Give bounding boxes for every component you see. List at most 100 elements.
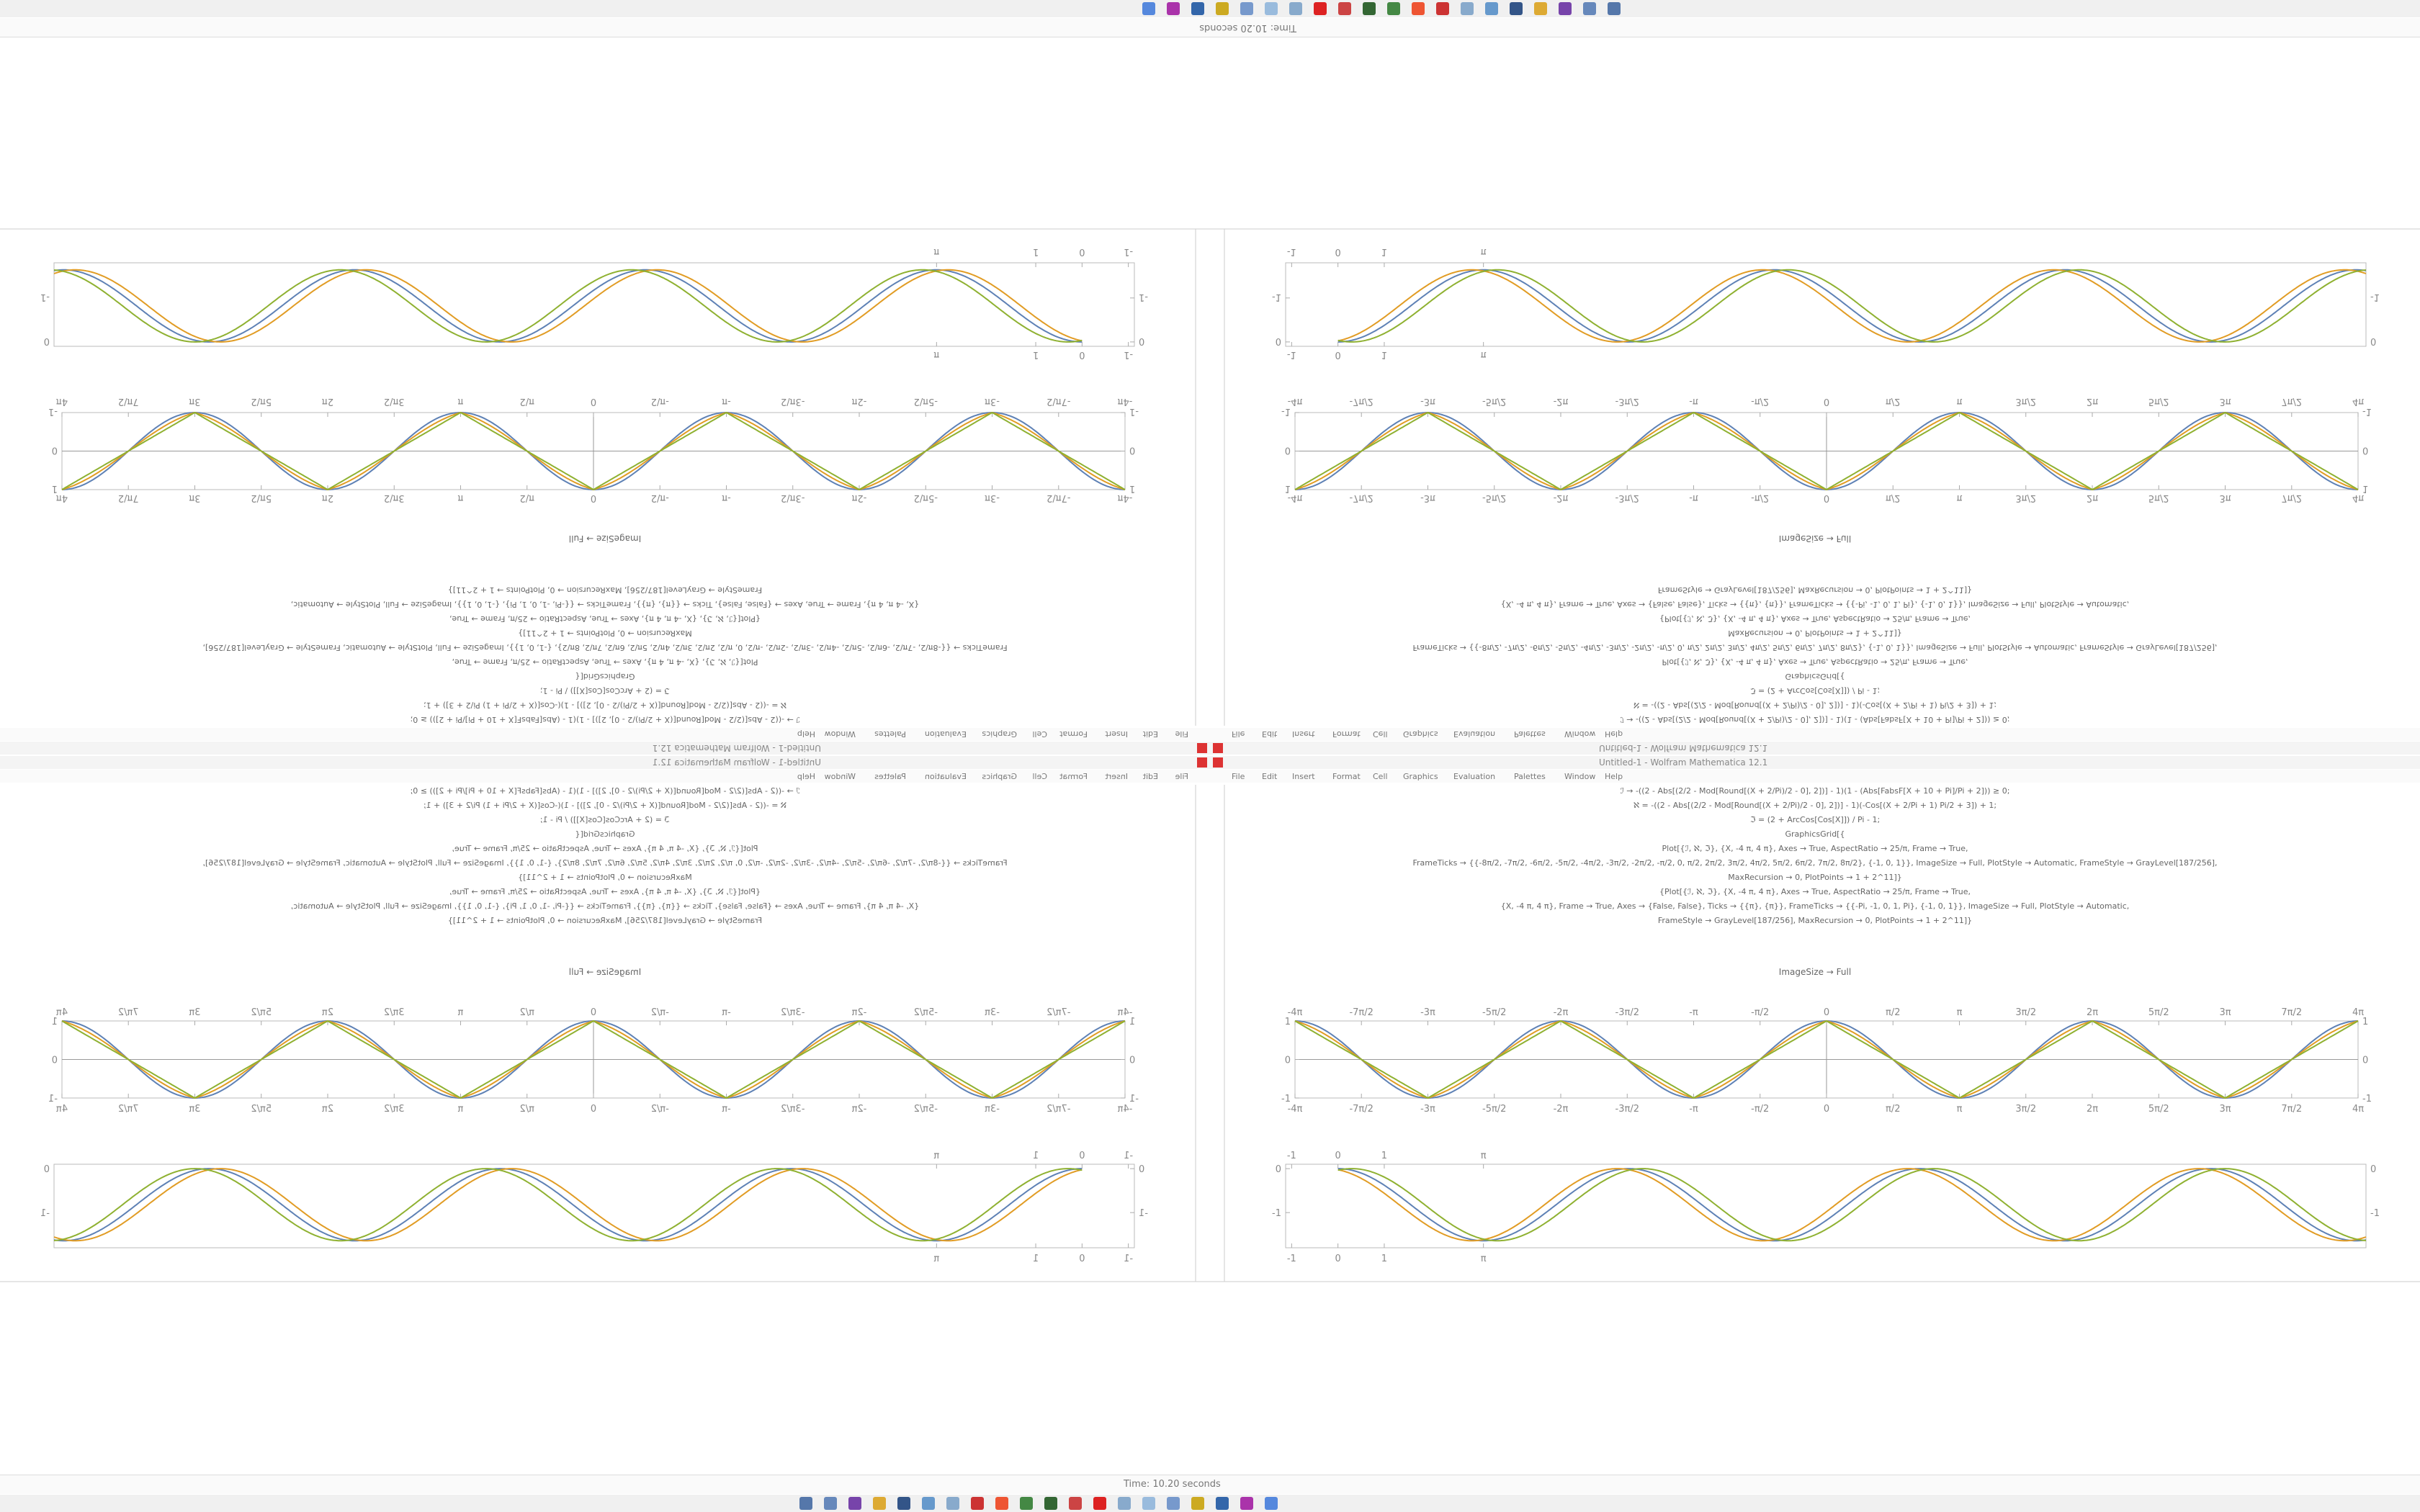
status-text: Time: 10.20 seconds (1199, 22, 1296, 33)
app-icon[interactable] (946, 1497, 959, 1510)
code-line: ℑ = (2 + ArcCos[Cos[X]]) / Pi - 1; (1750, 815, 1880, 824)
code-line: ℵ = -((2 - Abs[(2/2 - Mod[Round[(X + 2/P… (1634, 701, 1996, 710)
app-icon[interactable] (1608, 2, 1621, 15)
app-icon[interactable] (1240, 2, 1253, 15)
x-tick-label: 3π (2219, 1104, 2231, 1115)
y-tick-label: 1 (2362, 1017, 2368, 1027)
x-tick-label: 1 (1033, 1151, 1039, 1161)
app-icon[interactable] (1216, 2, 1229, 15)
x-tick-label: -π/2 (1751, 492, 1769, 503)
app-icon[interactable] (1559, 2, 1572, 15)
x-tick-label: π/2 (1886, 1104, 1900, 1115)
app-icon[interactable] (1118, 1497, 1131, 1510)
code-line: FrameStyle → GrayLevel[187/256], MaxRecu… (448, 916, 762, 925)
y-tick-label: 1 (1285, 483, 1291, 494)
app-icon[interactable] (1093, 1497, 1106, 1510)
y-tick-label: 0 (2370, 336, 2376, 346)
app-icon[interactable] (1412, 2, 1425, 15)
app-icon[interactable] (1461, 2, 1474, 15)
title-bar (1210, 756, 2420, 769)
app-icon[interactable] (1167, 1497, 1180, 1510)
app-icon[interactable] (848, 1497, 861, 1510)
app-icon[interactable] (1314, 2, 1327, 15)
x-tick-label: -4π (1288, 1007, 1303, 1018)
x-tick-label: 0 (1824, 396, 1829, 407)
x-tick-label: -5π/2 (1482, 492, 1506, 503)
x-tick-label: 0 (1079, 1254, 1085, 1264)
app-icon[interactable] (971, 1497, 984, 1510)
x-tick-label: 0 (1335, 246, 1341, 257)
app-icon[interactable] (1510, 2, 1523, 15)
app-icon[interactable] (1191, 2, 1204, 15)
app-icon[interactable] (1534, 2, 1547, 15)
app-icon[interactable] (1069, 1497, 1082, 1510)
app-icon[interactable] (1387, 2, 1400, 15)
y-tick-label: 0 (1276, 1164, 1281, 1175)
x-tick-label: π (457, 396, 463, 407)
app-icon[interactable] (922, 1497, 935, 1510)
x-tick-label: 7π/2 (118, 396, 139, 407)
y-tick-label: 1 (1129, 483, 1135, 494)
x-tick-label: -4π (1288, 1104, 1303, 1115)
app-icon[interactable] (1583, 2, 1596, 15)
x-tick-label: 0 (591, 1007, 596, 1018)
x-tick-label: -4π (1288, 396, 1303, 407)
y-tick-label: -1 (40, 292, 50, 302)
plot-frame (1285, 1164, 2367, 1248)
app-icon[interactable] (873, 1497, 886, 1510)
app-icon[interactable] (897, 1497, 910, 1510)
x-tick-label: 3π (189, 1104, 200, 1115)
x-tick-label: 5π/2 (2148, 1007, 2169, 1018)
y-tick-label: 0 (44, 1164, 50, 1175)
x-tick-label: 5π/2 (2148, 396, 2169, 407)
app-icon[interactable] (1289, 2, 1302, 15)
icon (1213, 757, 1223, 768)
taskbar: Time: 10.20 seconds (0, 1475, 2420, 1512)
app-icon[interactable] (995, 1497, 1008, 1510)
app-icon[interactable] (1044, 1497, 1057, 1510)
curve (53, 1168, 1083, 1242)
app-icon[interactable] (824, 1497, 837, 1510)
app-icon[interactable] (1216, 1497, 1229, 1510)
x-tick-label: 3π/2 (2015, 492, 2036, 503)
app-icon[interactable] (1338, 2, 1351, 15)
y-tick-label: 1 (1285, 1017, 1291, 1027)
menu-item: Insert (1292, 729, 1315, 739)
app-icon[interactable] (1191, 1497, 1204, 1510)
y-tick-label: 0 (1276, 336, 1281, 346)
code-line: GraphicsGrid[{ (575, 672, 635, 681)
x-tick-label: -1 (1124, 1151, 1133, 1161)
window-title: Untitled-1 - Wolfram Mathematica 12.1 (653, 757, 821, 768)
menu-item: Edit (1142, 729, 1158, 739)
y-tick-label: 0 (2362, 1056, 2368, 1066)
app-icon[interactable] (1142, 1497, 1155, 1510)
x-tick-label: π (1481, 246, 1487, 257)
x-tick-label: 2π (2087, 1007, 2098, 1018)
code-line: Plot[{ℐ, ℵ, ℑ}, {X, -4 π, 4 π}, Axes → T… (452, 657, 758, 667)
title-bar (0, 756, 1210, 769)
x-tick-label: -5π/2 (1482, 1104, 1506, 1115)
x-tick-label: 7π/2 (118, 1007, 139, 1018)
menu-bar (0, 728, 1210, 741)
code-line: {Plot[{ℐ, ℵ, ℑ}, {X, -4 π, 4 π}, Axes → … (449, 614, 761, 624)
x-tick-label: -7π/2 (1349, 492, 1373, 503)
app-icon[interactable] (1020, 1497, 1033, 1510)
app-icon[interactable] (1167, 2, 1180, 15)
code-line: FrameTicks → {{-8π/2, -7π/2, -6π/2, -5π/… (202, 643, 1007, 652)
x-tick-label: -1 (1287, 1151, 1296, 1161)
app-icon[interactable] (1436, 2, 1449, 15)
app-icon[interactable] (799, 1497, 812, 1510)
y-tick-label: -1 (2362, 406, 2372, 417)
menu-item: Edit (1262, 772, 1278, 781)
curve (1337, 269, 2367, 343)
app-icon[interactable] (1265, 1497, 1278, 1510)
app-icon[interactable] (1240, 1497, 1253, 1510)
app-icon[interactable] (1265, 2, 1278, 15)
code-line: ℑ = (2 + ArcCos[Cos[X]]) / Pi - 1; (1750, 686, 1880, 696)
app-icon[interactable] (1363, 2, 1376, 15)
app-icon[interactable] (1142, 2, 1155, 15)
x-tick-label: 5π/2 (251, 492, 272, 503)
output-label: ImageSize → Full (569, 534, 641, 544)
menu-bar (1210, 770, 2420, 783)
app-icon[interactable] (1485, 2, 1498, 15)
